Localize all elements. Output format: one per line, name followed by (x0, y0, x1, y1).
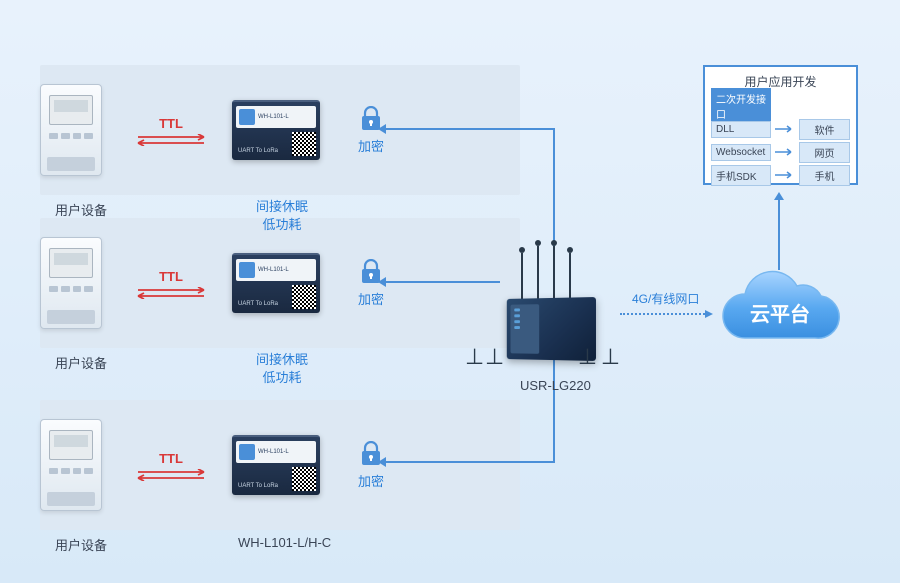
device-row-1: TTL WH-L101-L UART To LoRa 加密 (40, 55, 384, 205)
ttl-label: TTL (159, 116, 183, 131)
ttl-link: TTL (130, 116, 212, 145)
encrypt-label: 加密 (358, 471, 384, 490)
device-label-3: 用户设备 (55, 535, 107, 554)
gateway-label: USR-LG220 (520, 378, 591, 393)
meter-device (40, 84, 102, 176)
cloud-label: 云平台 (750, 298, 810, 327)
app-left-ws: Websocket (711, 144, 771, 161)
arrow-right-icon (775, 125, 795, 133)
net-link-label: 4G/有线网口 (632, 290, 699, 307)
lora-module: WH-L101-L UART To LoRa (232, 100, 320, 160)
meter-device (40, 419, 102, 511)
lora-module: WH-L101-L UART To LoRa (232, 435, 320, 495)
app-dev-panel: 用户应用开发 二次开发接口 DLL 软件 Websocket 网页 手机SDK … (703, 65, 858, 185)
device-label-2: 用户设备 (55, 353, 107, 372)
app-right-phone: 手机 (799, 165, 850, 186)
lock-icon (360, 106, 382, 132)
arrow-right-icon (775, 148, 795, 156)
meter-device (40, 237, 102, 329)
gateway-device: ⊥ ⊥ ⊥ ⊥ (485, 250, 615, 370)
link-row1-h (385, 128, 555, 130)
app-left-sdk: 手机SDK (711, 165, 771, 186)
ttl-label: TTL (159, 451, 183, 466)
ttl-label: TTL (159, 269, 183, 284)
ttl-link: TTL (130, 269, 212, 298)
cloud-platform: 云平台 (710, 270, 850, 358)
encrypt-label: 加密 (358, 289, 384, 308)
module-caption-2: 间接休眠低功耗 (256, 351, 308, 387)
ttl-link: TTL (130, 451, 212, 480)
cloud-to-app-line (778, 200, 780, 270)
app-left-dll: DLL (711, 121, 771, 138)
device-row-2: TTL WH-L101-L UART To LoRa 加密 (40, 208, 384, 358)
app-right-web: 网页 (799, 142, 850, 163)
app-header-cell: 二次开发接口 (711, 88, 771, 124)
encrypt-node: 加密 (358, 106, 384, 155)
encrypt-label: 加密 (358, 136, 384, 155)
cloud-to-app-arrow (774, 192, 784, 200)
app-right-software: 软件 (799, 119, 850, 140)
encrypt-node: 加密 (358, 441, 384, 490)
lock-icon (360, 259, 382, 285)
lock-icon (360, 441, 382, 467)
encrypt-node: 加密 (358, 259, 384, 308)
device-row-3: TTL WH-L101-L UART To LoRa 加密 (40, 390, 384, 540)
link-row2-h (385, 281, 500, 283)
lora-module: WH-L101-L UART To LoRa (232, 253, 320, 313)
link-row1-v (553, 128, 555, 250)
module-bottom-label: WH-L101-L/H-C (238, 535, 331, 550)
arrow-right-icon (775, 171, 795, 179)
net-link-arrow (620, 313, 705, 315)
link-row3-h (385, 461, 555, 463)
